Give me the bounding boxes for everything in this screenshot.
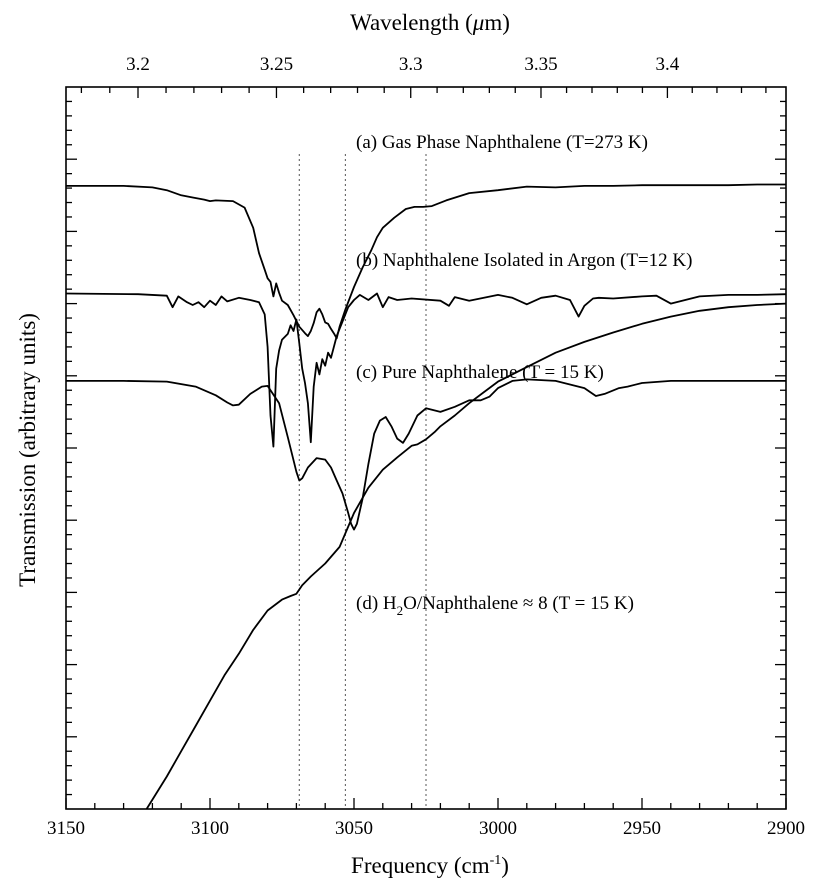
series-line-a: [66, 183, 786, 340]
curve-annotations: (a) Gas Phase Naphthalene (T=273 K) (b) …: [356, 132, 692, 618]
y-axis-title: Transmission (arbitrary units): [15, 313, 40, 587]
top-tick-label: 3.3: [399, 54, 423, 75]
x-tick-label: 3100: [191, 818, 229, 839]
x-axis-title: Frequency (cm-1): [351, 853, 509, 878]
annotation-c: (c) Pure Naphthalene (T = 15 K): [356, 362, 604, 383]
x-tick-label: 3150: [47, 818, 85, 839]
top-tick-label: 3.25: [260, 54, 293, 75]
x-tick-label: 2950: [623, 818, 661, 839]
x-tick-label: 3000: [479, 818, 517, 839]
x-tick-label: 2900: [767, 818, 805, 839]
top-tick-label: 3.35: [524, 54, 557, 75]
axis-ticks: [65, 87, 787, 809]
axis-tick-labels: 3150 3100 3050 3000 2950 2900 3.2 3.25 3.3 3.35 3.…: [47, 54, 805, 839]
series-line-c: [66, 378, 786, 531]
annotation-b: (b) Naphthalene Isolated in Argon (T=12 …: [356, 250, 692, 271]
annotation-a: (a) Gas Phase Naphthalene (T=273 K): [356, 132, 648, 153]
annotation-d: (d) H2O/Naphthalene ≈ 8 (T = 15 K): [356, 593, 634, 618]
series-line-d: [145, 302, 787, 810]
x-tick-label: 3050: [335, 818, 373, 839]
series-line-b: [65, 292, 787, 448]
top-tick-label: 3.4: [656, 54, 680, 75]
top-axis-title: Wavelength (μm): [350, 10, 510, 35]
spectra-series: [65, 183, 787, 810]
reference-lines: [298, 154, 427, 809]
top-tick-label: 3.2: [126, 54, 150, 75]
